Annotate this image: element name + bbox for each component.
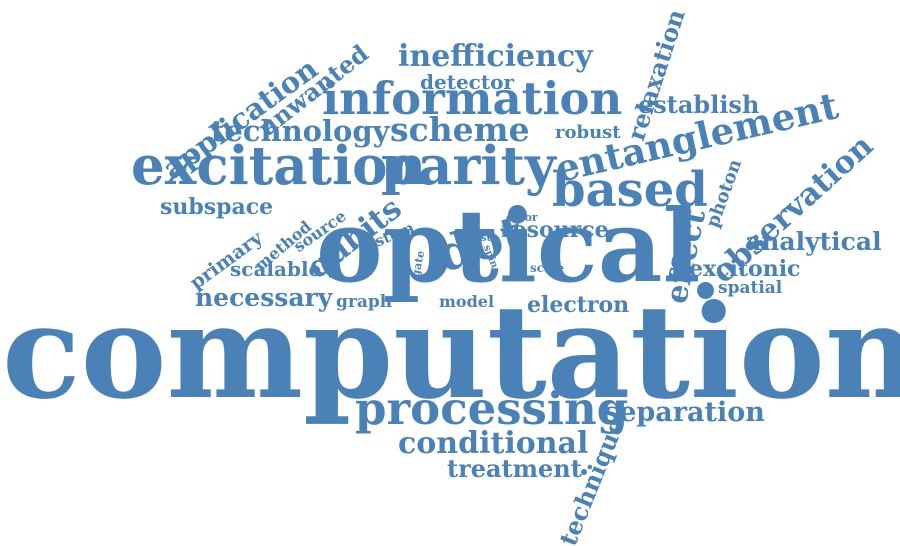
word-information: information — [322, 72, 623, 125]
word-treatment: treatment — [447, 454, 582, 483]
word-graph: graph — [336, 292, 393, 312]
dot-mark — [697, 282, 714, 299]
word-spatial: spatial — [718, 278, 783, 298]
dot-mark-small — [581, 469, 587, 475]
word-parity: parity — [381, 135, 556, 197]
word-excitation: excitation — [131, 135, 427, 197]
word-resource: resource — [501, 217, 609, 243]
word-establish: establish — [638, 90, 760, 119]
word-computation: computation — [2, 277, 900, 428]
word-detector: detector — [420, 70, 514, 94]
word-scheme: scheme — [390, 110, 530, 149]
word-processing: processing — [355, 382, 629, 435]
word-optical: optical — [316, 187, 701, 305]
word-subspace: subspace — [160, 194, 274, 220]
word-analytical: analytical — [745, 227, 882, 256]
word-conditional: conditional — [398, 426, 589, 461]
word-based: based — [552, 162, 708, 218]
word-necessary: necessary — [195, 283, 333, 312]
word-electron: electron — [527, 292, 630, 318]
word-fast: fast — [470, 233, 492, 244]
word-technology: technology — [211, 114, 390, 148]
word-separation: separation — [604, 397, 765, 428]
word-excitonic: excitonic — [689, 256, 801, 282]
word-model: model — [439, 292, 495, 311]
word-scale: scale — [530, 261, 565, 275]
word-robust: robust — [555, 122, 621, 143]
word-error: error — [506, 211, 538, 224]
word-inefficiency: inefficiency — [398, 39, 593, 74]
word-scalable: scalable — [230, 257, 322, 281]
